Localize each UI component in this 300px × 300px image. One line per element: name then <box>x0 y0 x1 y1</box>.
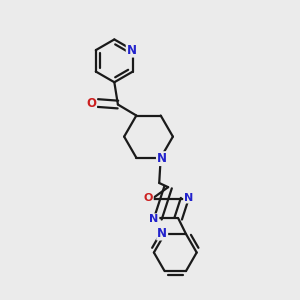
Text: N: N <box>127 44 137 57</box>
Text: O: O <box>86 97 96 110</box>
Text: O: O <box>143 193 153 202</box>
Text: N: N <box>157 226 167 240</box>
Text: N: N <box>157 152 167 165</box>
Text: N: N <box>184 193 193 202</box>
Text: N: N <box>149 214 158 224</box>
